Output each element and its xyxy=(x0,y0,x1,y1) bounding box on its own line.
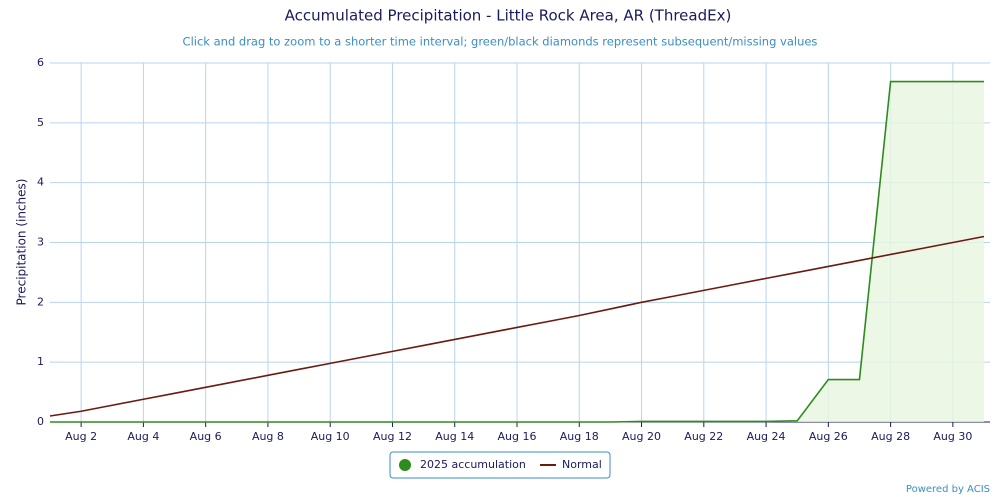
y-tick-label: 0 xyxy=(37,415,44,428)
line xyxy=(50,80,984,423)
line xyxy=(49,235,985,417)
x-tick-label: Aug 4 xyxy=(127,430,159,443)
credit: Powered by ACIS xyxy=(906,484,990,495)
y-tick-label: 5 xyxy=(37,116,44,129)
y-tick-label: 1 xyxy=(37,355,44,368)
x-tick-label: Aug 28 xyxy=(871,430,910,443)
x-tick-label: Aug 16 xyxy=(498,430,537,443)
chart-title: Accumulated Precipitation - Little Rock … xyxy=(285,7,732,25)
legend-swatch xyxy=(399,459,411,471)
x-tick-label: Aug 22 xyxy=(684,430,723,443)
grid xyxy=(50,62,990,423)
x-tick-label: Aug 20 xyxy=(622,430,661,443)
x-tick-label: Aug 2 xyxy=(65,430,97,443)
x-tick-label: Aug 24 xyxy=(747,430,786,443)
x-tick-label: Aug 10 xyxy=(311,430,350,443)
legend-label: Normal xyxy=(562,458,602,471)
x-tick-label: Aug 30 xyxy=(933,430,972,443)
legend-box xyxy=(389,451,611,479)
y-tick-label: 4 xyxy=(37,176,44,189)
y-tick-label: 6 xyxy=(37,56,44,69)
y-axis-label: Precipitation (inches) xyxy=(15,179,29,306)
y-tick-label: 3 xyxy=(37,236,44,249)
x-tick-label: Aug 6 xyxy=(190,430,222,443)
legend: 2025 accumulation Normal xyxy=(389,451,611,479)
x-tick-label: Aug 8 xyxy=(252,430,284,443)
x-tick-label: Aug 18 xyxy=(560,430,599,443)
x-tick-label: Aug 26 xyxy=(809,430,848,443)
x-tick-label: Aug 14 xyxy=(435,430,474,443)
y-tick-label: 2 xyxy=(37,295,44,308)
chart-subtitle: Click and drag to zoom to a shorter time… xyxy=(183,35,818,49)
legend-label: 2025 accumulation xyxy=(420,458,526,471)
area xyxy=(50,81,984,422)
x-tick-label: Aug 12 xyxy=(373,430,412,443)
